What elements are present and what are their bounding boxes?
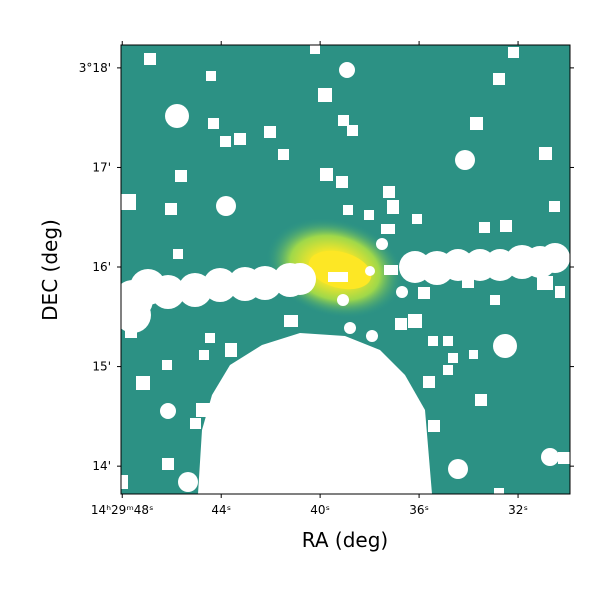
x-tick-label: 44ˢ [211,503,231,517]
image [121,45,570,494]
x-axis-label: RA (deg) [302,528,388,552]
axes-frame [120,44,571,495]
y-tick-label: 15' [92,360,111,374]
x-tick-label: 14ʰ29ᵐ48ˢ [91,503,154,517]
y-tick-label: 17' [92,160,111,174]
x-tick-label: 40ˢ [310,503,330,517]
x-tick-label: 36ˢ [409,503,429,517]
x-tick-label: 32ˢ [508,503,528,517]
y-axis-label: DEC (deg) [38,219,62,321]
y-tick-label: 14' [92,459,111,473]
y-tick-label: 16' [92,260,111,274]
y-tick-label: 3°18' [79,61,111,75]
